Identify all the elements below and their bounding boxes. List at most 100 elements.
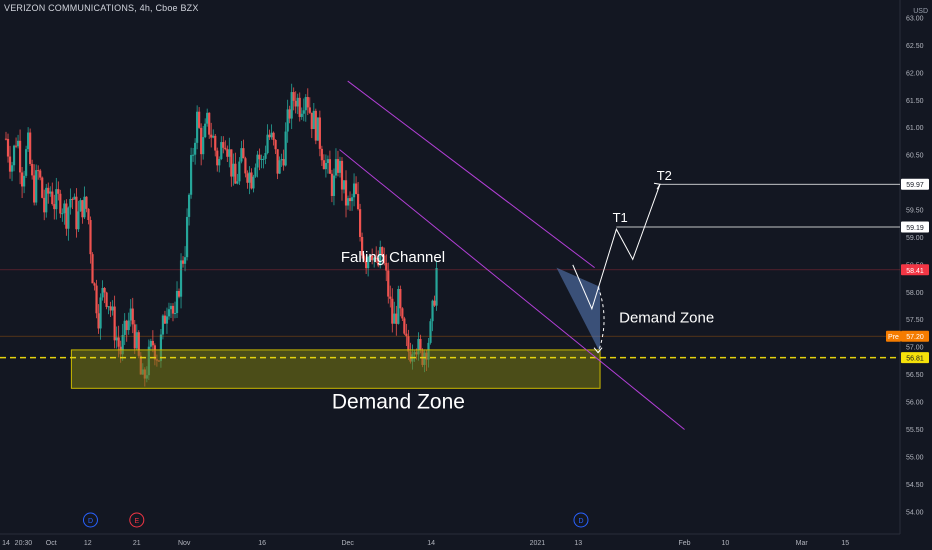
candle-body [363,255,366,261]
price-tag-text: 59.97 [906,182,924,189]
time-axis[interactable]: 14 20:30 Oct 12 21 Nov 16 Dec 14 2021 13 Feb 10 Mar 15 [2,540,849,547]
time-tick-label: 14 [2,540,10,547]
candle-body [206,112,209,124]
candle-body [20,172,24,187]
candle-body [167,309,171,317]
candle-body [81,200,84,218]
candle-body [352,183,356,198]
candle-body [417,338,420,355]
candle-body [6,138,10,157]
candle-body [238,161,241,182]
candle-body [12,145,16,166]
candle-body [389,296,392,299]
price-tick-label: 54.50 [906,482,924,489]
candle-body [346,198,350,206]
candle-body [125,320,128,331]
candle-body [55,189,58,210]
candle-body [159,334,163,362]
candle-body [356,193,360,210]
projection-path [572,184,661,311]
candle-body [290,92,293,119]
price-tag-yellow [901,352,929,364]
time-tick-label: 14 [427,540,435,547]
candle-body [250,172,253,189]
candle-body [324,163,327,170]
candle-body [179,260,183,297]
pre-market-tag [886,330,901,342]
candle-body [246,173,249,183]
candle-body [151,340,154,346]
candle-body [381,247,384,256]
candle-body [73,196,76,200]
candle-body [312,110,315,130]
candle-body [27,132,30,150]
candle-body [350,197,354,202]
candle-body [194,142,197,155]
candle-body [292,92,295,101]
candle-body [435,267,438,306]
drawing-overlay[interactable]: Falling Channel Demand Zone Demand Zone T1 T… [0,80,900,430]
price-axis[interactable]: 54.00 54.50 55.00 55.50 56.00 56.50 57.00 57.50… [886,15,929,516]
candle-body [83,196,86,218]
candle-body [53,204,56,210]
candle-body [95,285,98,314]
candle-body [59,193,62,214]
channel-upper-line [347,80,595,269]
candle-body [216,150,219,166]
candle-body [161,315,165,335]
event-marker-e[interactable]: E [129,512,145,528]
channel-label: Falling Channel [341,249,445,266]
candles [4,83,438,387]
time-tick-label: 16 [258,540,266,547]
candle-body [33,175,36,203]
time-tick-label: 2021 [530,540,546,547]
candle-body [149,340,152,347]
candle-body [23,175,26,187]
candle-body [316,117,319,141]
candle-body [332,175,336,196]
time-tick-label: 12 [84,540,92,547]
candle-body [284,131,287,166]
candle-body [270,132,273,138]
candle-body [91,254,94,284]
candle-body [163,315,167,324]
currency-label: USD [913,8,928,15]
time-tick-label: Oct [46,540,57,547]
candle-body [89,220,92,255]
candle-body [367,256,370,269]
event-marker-d[interactable]: D [573,512,589,528]
candle-body [117,337,120,347]
candle-body [280,159,283,161]
event-marker-d[interactable]: D [82,512,98,528]
candle-body [358,209,362,237]
candle-body [169,305,173,310]
candle-body [286,109,289,132]
symbol-title: VERIZON COMMUNICATIONS, 4h, Cboe BZX [4,3,199,13]
price-tick-label: 55.50 [906,427,924,434]
candle-body [288,109,291,119]
candle-body [391,298,394,324]
price-tag-red [901,264,929,276]
candle-body [97,313,100,329]
candle-body [25,149,28,176]
candle-body [258,154,261,160]
candle-body [240,148,243,162]
candle-body [171,305,175,314]
candle-body [192,154,195,156]
candle-body [242,148,245,159]
candle-body [383,255,386,263]
price-tag-text: 58.41 [906,268,924,275]
candle-body [308,107,311,113]
candle-body [49,191,52,194]
candle-body [127,320,130,331]
candle-body [10,165,14,172]
time-tick-label: Mar [796,540,809,547]
candle-body [318,117,321,149]
candle-body [300,113,303,117]
candle-body [198,111,201,128]
candle-body [264,153,267,159]
candle-body [107,306,110,308]
price-tag-white [901,178,929,190]
